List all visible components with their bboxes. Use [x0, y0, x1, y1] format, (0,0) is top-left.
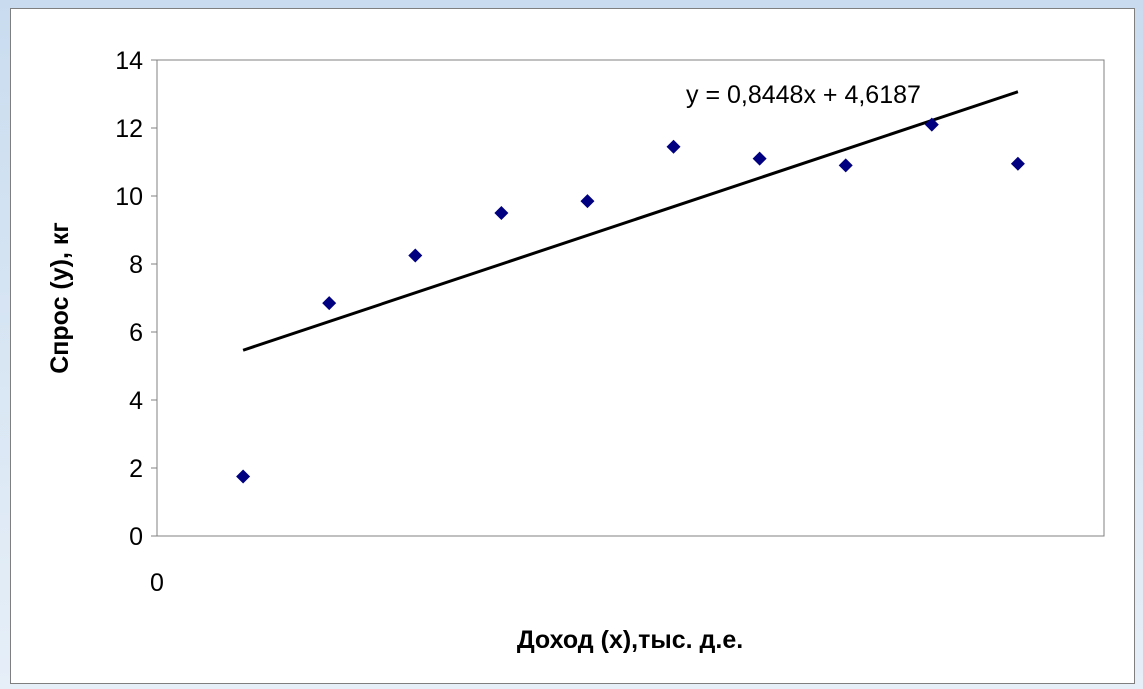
data-point [838, 158, 853, 173]
x-axis: 0 [150, 569, 164, 597]
y-tick-label: 4 [129, 387, 143, 415]
plot-area [156, 59, 1105, 537]
data-points [236, 117, 1025, 484]
data-point [666, 139, 681, 154]
data-point [1010, 156, 1025, 171]
trendline [242, 90, 1019, 352]
y-axis: 0 2 4 6 8 10 12 14 [115, 47, 157, 551]
x-tick-label: 0 [150, 569, 164, 597]
data-point [322, 296, 337, 311]
y-tick-label: 2 [129, 455, 143, 483]
y-tick-label: 0 [129, 523, 143, 551]
trendline-equation: y = 0,8448x + 4,6187 [686, 81, 921, 109]
data-point [752, 151, 767, 166]
y-tick-label: 8 [129, 251, 143, 279]
data-point [494, 206, 509, 220]
trendline-group [242, 90, 1019, 352]
x-axis-title: Доход (x),тыс. д.е. [517, 626, 743, 654]
data-point [924, 117, 939, 132]
data-point [580, 194, 595, 209]
y-tick-label: 12 [115, 115, 143, 143]
y-tick-label: 14 [115, 47, 143, 75]
data-point [236, 469, 251, 484]
data-point [408, 248, 423, 263]
y-tick-label: 10 [115, 183, 143, 211]
y-axis-title: Спрос (y), кг [46, 222, 74, 374]
y-tick-label: 6 [129, 319, 143, 347]
